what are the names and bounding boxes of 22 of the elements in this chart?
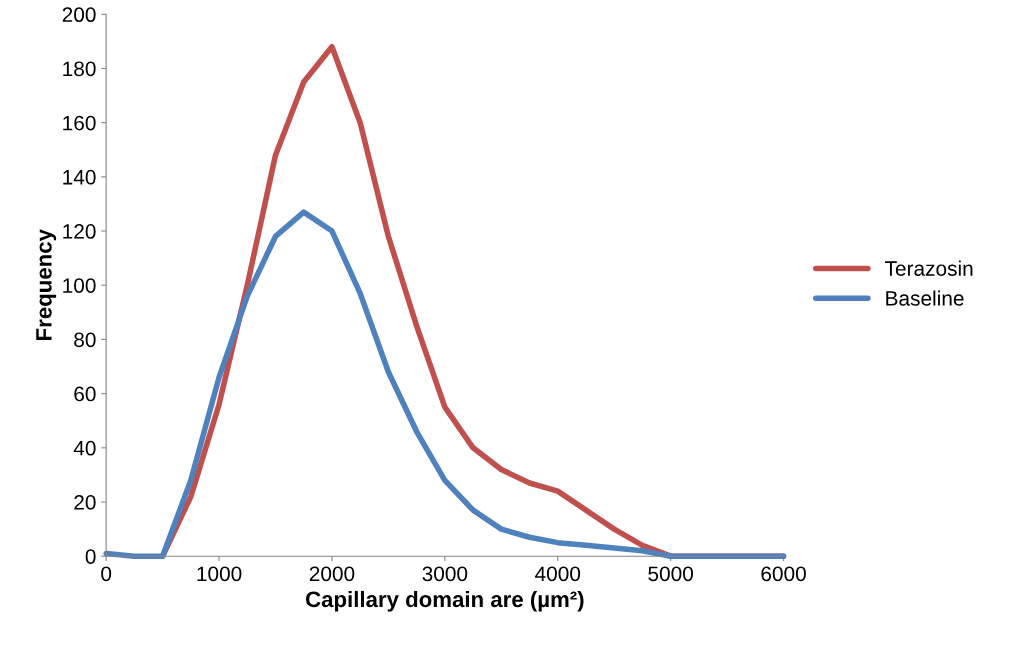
x-tick-label: 5000	[648, 566, 693, 582]
y-axis-title: Frequency	[36, 229, 57, 340]
x-tick-label: 1000	[197, 566, 242, 582]
legend-label: Baseline	[886, 290, 964, 306]
y-tick-label: 200	[62, 7, 96, 23]
y-tick-label: 180	[63, 61, 96, 77]
y-tick-label: 160	[63, 115, 96, 131]
x-tick-label: 3000	[422, 566, 468, 582]
y-tick-label: 140	[63, 169, 96, 185]
legend-label: Terazosin	[885, 260, 973, 276]
x-tick-label: 4000	[535, 566, 581, 582]
x-tick-label: 6000	[761, 566, 806, 582]
y-tick-label: 100	[63, 278, 96, 293]
y-tick-label: 60	[74, 386, 96, 402]
y-tick-label: 40	[73, 440, 96, 456]
x-axis-title: Capillary domain are (µm²)	[305, 590, 584, 612]
y-tick-label: 20	[74, 495, 96, 510]
x-tick-label: 0	[101, 566, 112, 582]
y-tick-label: 80	[74, 332, 96, 348]
y-tick-label: 120	[63, 224, 96, 239]
x-tick-label: 2000	[309, 566, 355, 582]
y-tick-label: 0	[85, 549, 96, 564]
